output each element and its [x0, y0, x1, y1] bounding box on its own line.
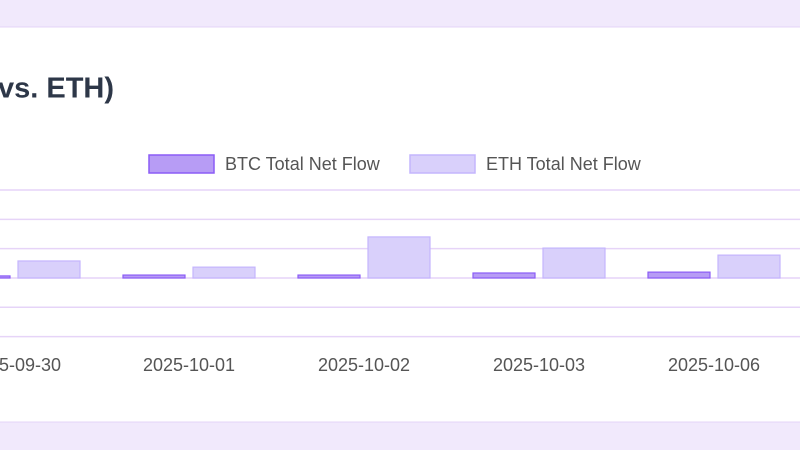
legend-label: BTC Total Net Flow — [225, 154, 381, 174]
legend-swatch — [148, 154, 215, 174]
bar — [17, 260, 81, 279]
card — [0, 26, 800, 423]
bar — [367, 236, 431, 279]
bar — [717, 254, 781, 279]
bar — [647, 271, 711, 279]
bar — [122, 274, 186, 279]
legend-label: ETH Total Net Flow — [486, 154, 642, 174]
x-tick-label: 2025-10-02 — [318, 355, 410, 375]
legend-swatch — [409, 154, 476, 174]
bar — [0, 275, 11, 279]
bar — [192, 266, 256, 279]
chart-title: vs. ETH) — [0, 73, 114, 105]
x-tick-label: 2025-10-03 — [493, 355, 585, 375]
x-tick-label: 5-09-30 — [0, 355, 61, 375]
bar — [472, 272, 536, 279]
bar — [542, 247, 606, 279]
x-tick-label: 2025-10-06 — [668, 355, 760, 375]
x-tick-label: 2025-10-01 — [143, 355, 235, 375]
bar — [297, 274, 361, 279]
